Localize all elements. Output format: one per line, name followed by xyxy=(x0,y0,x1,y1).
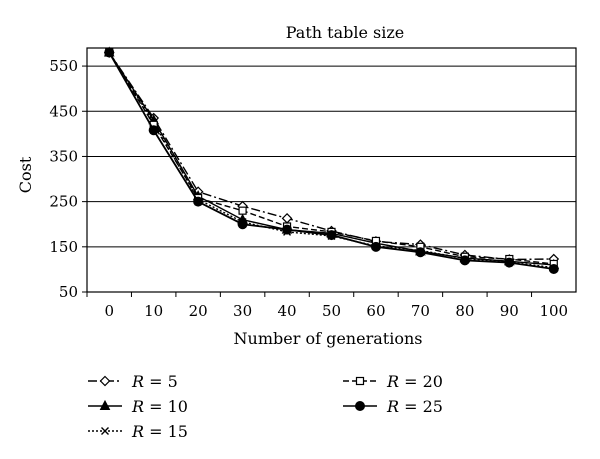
legend-label: R = 10 xyxy=(131,397,188,416)
x-tick-label: 0 xyxy=(104,302,114,320)
data-point xyxy=(326,230,337,241)
legend-value: = 5 xyxy=(144,372,178,391)
series-circle xyxy=(104,47,559,274)
legend-marker xyxy=(99,375,111,387)
x-tick-label: 40 xyxy=(277,302,296,320)
x-tick-label: 80 xyxy=(455,302,474,320)
legend-item: R = 25 xyxy=(343,397,443,416)
plot-frame xyxy=(86,47,577,293)
data-point xyxy=(370,241,381,252)
x-tick-label: 20 xyxy=(189,302,208,320)
y-tick-label: 250 xyxy=(49,193,78,211)
y-tick-label: 150 xyxy=(49,238,78,256)
x-tick-label: 10 xyxy=(144,302,163,320)
legend-marker xyxy=(355,401,365,411)
legend-variable: R xyxy=(386,372,399,391)
data-point xyxy=(237,219,248,230)
legend-marker xyxy=(101,427,109,435)
y-tick-label: 550 xyxy=(49,57,78,75)
legend: R = 5R = 10R = 15R = 20R = 25 xyxy=(88,372,443,441)
legend-label: R = 25 xyxy=(386,397,443,416)
x-tick-label: 90 xyxy=(500,302,519,320)
data-point xyxy=(238,206,247,215)
x-ticks: 0 10 20 30 40 50 60 70 80 90 100 xyxy=(86,292,568,320)
data-point xyxy=(459,255,470,266)
legend-variable: R xyxy=(131,372,144,391)
legend-variable: R xyxy=(131,422,144,441)
y-tick-label: 450 xyxy=(49,102,78,120)
data-point xyxy=(281,212,293,224)
chart-title: Path table size xyxy=(286,23,405,42)
y-tick-label: 350 xyxy=(49,147,78,165)
legend-value: = 15 xyxy=(144,422,188,441)
legend-label: R = 5 xyxy=(131,372,178,391)
legend-marker xyxy=(355,376,365,386)
y-axis-label: Cost xyxy=(16,156,35,193)
legend-value: = 20 xyxy=(399,372,443,391)
data-point xyxy=(548,263,559,274)
x-axis-label: Number of generations xyxy=(234,329,423,348)
legend-item: R = 20 xyxy=(343,372,443,391)
x-tick-label: 70 xyxy=(411,302,430,320)
legend-label: R = 15 xyxy=(131,422,188,441)
legend-label: R = 20 xyxy=(386,372,443,391)
x-tick-label: 30 xyxy=(233,302,252,320)
legend-item: R = 10 xyxy=(88,397,188,416)
data-point xyxy=(415,247,426,258)
data-point xyxy=(282,224,293,235)
series-line xyxy=(108,52,554,261)
x-tick-label: 100 xyxy=(539,302,568,320)
y-tick-label: 50 xyxy=(59,283,78,301)
legend-value: = 10 xyxy=(144,397,188,416)
x-tick-label: 60 xyxy=(366,302,385,320)
legend-item: R = 15 xyxy=(88,422,188,441)
legend-value: = 25 xyxy=(399,397,443,416)
data-point xyxy=(104,47,115,58)
data-point xyxy=(193,196,204,207)
legend-marker xyxy=(99,399,111,410)
series-group xyxy=(103,46,560,274)
legend-item: R = 5 xyxy=(88,372,178,391)
y-ticks: 50 150 250 350 450 550 xyxy=(49,57,87,301)
x-tick-label: 50 xyxy=(322,302,341,320)
legend-variable: R xyxy=(386,397,399,416)
data-point xyxy=(148,125,159,136)
legend-variable: R xyxy=(131,397,144,416)
data-point xyxy=(504,257,515,268)
